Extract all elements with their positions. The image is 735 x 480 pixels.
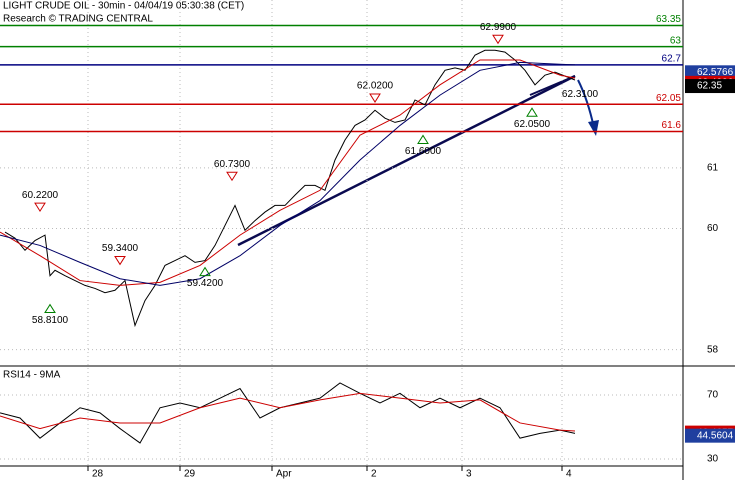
- high-marker: [369, 93, 381, 103]
- low-marker: [199, 266, 211, 277]
- high-marker: [34, 202, 46, 213]
- price-line: [0, 59, 576, 286]
- chart-subtitle: Research © TRADING CENTRAL: [3, 14, 153, 25]
- price-tag: [685, 79, 735, 94]
- price-tag: [685, 428, 735, 443]
- price-tag: [685, 65, 735, 80]
- chart-title: LIGHT CRUDE OIL - 30min - 04/04/19 05:30…: [3, 1, 244, 12]
- trend-line: [529, 75, 576, 96]
- y-tick-label: 70: [707, 390, 719, 401]
- annotation-label: 62.0200: [357, 81, 394, 92]
- low-marker: [44, 303, 56, 314]
- x-tick-label: 4: [566, 469, 572, 480]
- annotation-label: 58.8100: [32, 315, 69, 326]
- level-label: 63: [670, 35, 682, 46]
- y-tick-label: 58: [707, 344, 719, 355]
- annotation-label: 62.0500: [514, 119, 551, 130]
- level-label: 62.7: [662, 53, 682, 64]
- x-tick-label: 29: [184, 469, 196, 480]
- price-tag-label: 44.5604: [697, 430, 734, 441]
- price-tag-label: 62.35: [697, 81, 722, 92]
- annotation-label: 59.4200: [187, 278, 224, 289]
- price-line: [0, 61, 576, 286]
- annotation-label: 60.2200: [22, 190, 59, 201]
- level-label: 63.35: [656, 14, 681, 25]
- y-tick-label: 60: [707, 223, 719, 234]
- annotation-label: 62.9900: [480, 22, 517, 33]
- low-marker: [417, 134, 429, 144]
- high-marker: [492, 34, 504, 45]
- level-label: 61.6: [662, 120, 682, 131]
- high-marker: [226, 171, 238, 182]
- x-tick-label: Apr: [276, 469, 292, 480]
- rsi-title: RSI14 - 9MA: [3, 370, 61, 381]
- annotation-label: 62.3100: [562, 89, 599, 100]
- y-tick-label: 30: [707, 454, 719, 465]
- level-label: 62.05: [656, 93, 681, 104]
- price-line: [4, 49, 576, 328]
- high-marker: [114, 255, 126, 266]
- x-tick-label: 2: [371, 469, 377, 480]
- annotation-label: 59.3400: [102, 243, 139, 254]
- x-tick-label: 28: [92, 469, 104, 480]
- annotation-label: 60.7300: [214, 159, 251, 170]
- low-marker: [526, 107, 538, 117]
- x-tick-label: 3: [466, 469, 472, 480]
- annotation-label: 61.6000: [405, 146, 442, 157]
- y-tick-label: 61: [707, 162, 719, 173]
- rsi-line: [0, 392, 576, 432]
- price-tag-label: 62.5766: [697, 67, 734, 78]
